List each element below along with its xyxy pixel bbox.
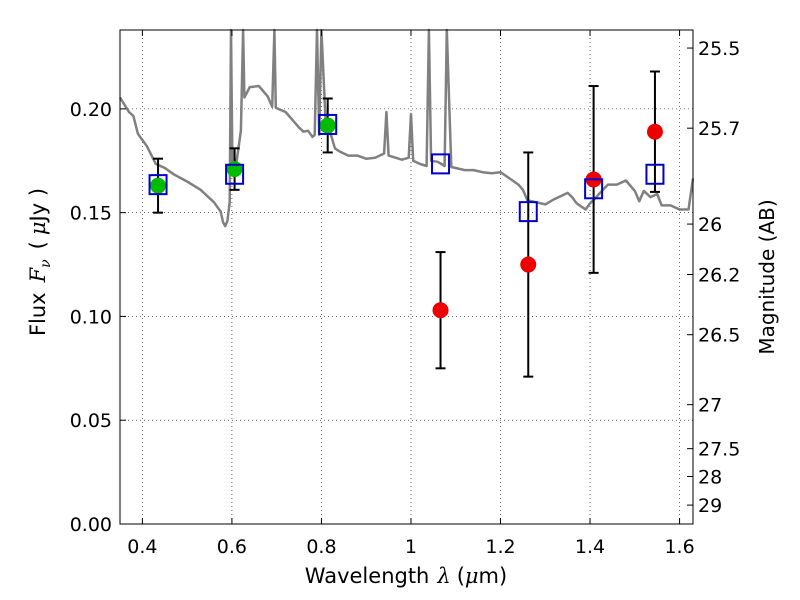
y2-tick-label: 25.7 (698, 118, 740, 140)
x-tick-label: 1 (405, 536, 417, 558)
model-point-square (225, 163, 245, 185)
plot-frame (119, 29, 694, 525)
data-point-circle (150, 177, 167, 194)
data-point-circle (226, 161, 243, 178)
y-tick-label: 0.00 (70, 514, 112, 536)
x-tick-label: 0.8 (306, 536, 336, 558)
x-axis-label: Wavelength λ (μm) (305, 564, 507, 588)
y2-tick-label: 27.5 (698, 439, 740, 461)
x-tick-label: 1.6 (664, 536, 694, 558)
y2-tick-label: 28 (698, 466, 722, 488)
y2-tick-label: 26.2 (698, 265, 740, 287)
model-point-square (431, 153, 451, 175)
model-point-square (645, 163, 665, 185)
x-tick-label: 1.2 (485, 536, 515, 558)
y2-axis-label: Magnitude (AB) (755, 199, 779, 354)
x-tick-label: 0.4 (127, 536, 157, 558)
data-point-circle (319, 117, 336, 134)
y-tick-label: 0.20 (70, 99, 112, 121)
y2-tick-label: 26 (698, 214, 722, 236)
data-point-circle (520, 256, 537, 273)
y2-tick-label: 25.5 (698, 38, 740, 60)
data-points (148, 70, 665, 378)
y-tick-label: 0.15 (70, 203, 112, 225)
data-point-circle (432, 302, 449, 319)
gridlines (120, 30, 693, 525)
y-tick-label: 0.05 (70, 410, 112, 432)
model-spectrum-line (118, 28, 695, 228)
model-point-square (584, 178, 604, 200)
model-point-square (518, 201, 538, 223)
y2-tick-label: 27 (698, 395, 722, 417)
model-point-square (318, 113, 338, 135)
x-tick-label: 0.6 (217, 536, 247, 558)
x-tick-label: 1.4 (575, 536, 605, 558)
y2-tick-label: 29 (698, 495, 722, 517)
y-tick-label: 0.10 (70, 306, 112, 328)
y2-tick-label: 26.5 (698, 325, 740, 347)
model-spectrum-curve (118, 28, 695, 228)
data-point-circle (646, 123, 663, 140)
y-axis-label: FluxFν(μJy ) (26, 188, 54, 336)
model-point-square (148, 174, 168, 196)
axis-ticks: 0.4 0.6 0.8 1 1.2 1.4 1.6 0.00 0.05 0.10 0.15 0.20 2… (70, 30, 740, 558)
